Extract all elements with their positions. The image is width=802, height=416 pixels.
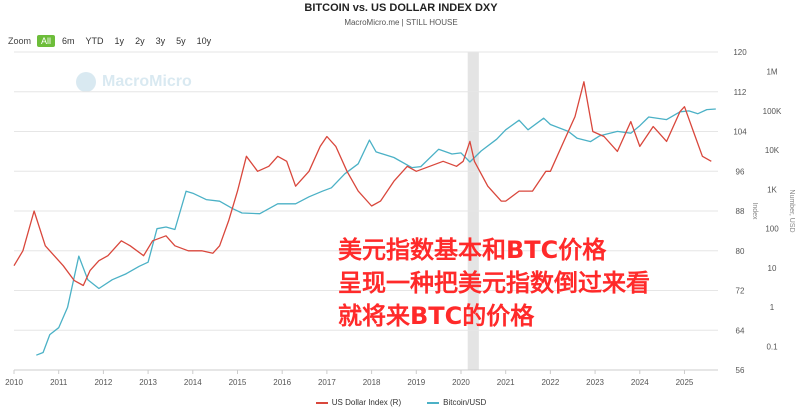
x-tick-label: 2012 (94, 378, 112, 387)
y-right-tick-label: 1K (767, 185, 777, 194)
x-tick-label: 2024 (631, 378, 649, 387)
zoom-10y-button[interactable]: 10y (196, 36, 212, 46)
x-tick-label: 2023 (586, 378, 604, 387)
y-left-axis-label: Index (751, 202, 758, 220)
zoom-6m-button[interactable]: 6m (62, 36, 75, 46)
overlay-line-1: 美元指数基本和BTC价格 (338, 236, 607, 264)
y-right-tick-label: 1M (766, 68, 777, 77)
y-left-tick-label: 88 (736, 207, 745, 216)
y-right-tick-label: 1 (770, 303, 775, 312)
overlay-annotation: 美元指数基本和BTC价格 呈现一种把美元指数倒过来看 就将来BTC的价格 (338, 234, 650, 333)
y-right-tick-label: 10 (768, 264, 777, 273)
chart-title: BITCOIN vs. US DOLLAR INDEX DXY (304, 2, 498, 14)
y-left-tick-label: 72 (736, 287, 745, 296)
x-tick-label: 2018 (363, 378, 381, 387)
legend-label-dxy: US Dollar Index (R) (331, 398, 402, 407)
legend-swatch-btc (427, 401, 440, 404)
series-line-bitcoin[interactable] (36, 108, 716, 356)
zoom-bar: Zoom All 6m YTD 1y 2y 3y 5y 10y (8, 35, 218, 47)
x-tick-label: 2011 (50, 378, 68, 387)
x-tick-label: 2015 (229, 378, 247, 387)
watermark: MacroMicro (76, 72, 192, 92)
zoom-all-button[interactable]: All (37, 35, 56, 47)
legend-label-btc: Bitcoin/USD (443, 398, 487, 407)
legend-item-dxy[interactable]: US Dollar Index (R) (315, 398, 402, 407)
y-left-tick-label: 96 (736, 167, 745, 176)
y-right-tick-label: 100 (765, 225, 779, 234)
x-tick-label: 2010 (5, 378, 23, 387)
y-right-tick-label: 100K (763, 107, 782, 116)
series-line-dxy[interactable] (13, 81, 712, 287)
watermark-text: MacroMicro (102, 73, 192, 90)
zoom-2y-button[interactable]: 2y (135, 36, 145, 46)
overlay-line-2: 呈现一种把美元指数倒过来看 (338, 269, 650, 297)
y-left-tick-label: 64 (736, 326, 745, 335)
zoom-5y-button[interactable]: 5y (176, 36, 186, 46)
legend-item-btc[interactable]: Bitcoin/USD (427, 398, 486, 407)
legend-swatch-dxy (315, 401, 328, 404)
y-left-tick-label: 120 (733, 48, 747, 57)
overlay-line-3: 就将来BTC的价格 (338, 302, 535, 330)
y-left-tick-label: 112 (734, 88, 747, 97)
macromicro-logo-icon (76, 72, 96, 92)
zoom-ytd-button[interactable]: YTD (85, 36, 104, 46)
x-tick-label: 2017 (318, 378, 336, 387)
x-tick-label: 2025 (676, 378, 694, 387)
y-left-tick-label: 80 (736, 247, 745, 256)
x-tick-label: 2020 (452, 378, 470, 387)
x-tick-label: 2013 (139, 378, 157, 387)
x-tick-label: 2022 (541, 378, 559, 387)
zoom-1y-button[interactable]: 1y (114, 36, 125, 46)
x-tick-label: 2014 (184, 378, 202, 387)
y-left-tick-label: 56 (736, 366, 745, 375)
y-right-axis-label: Number, USD (788, 189, 795, 232)
x-tick-label: 2021 (497, 378, 515, 387)
y-right-tick-label: 0.1 (766, 342, 778, 351)
y-right-tick-label: 10K (765, 146, 780, 155)
legend: US Dollar Index (R) Bitcoin/USD (0, 398, 802, 407)
zoom-label: Zoom (8, 36, 32, 46)
zoom-3y-button[interactable]: 3y (155, 36, 166, 46)
x-tick-label: 2019 (407, 378, 425, 387)
y-left-tick-label: 104 (733, 128, 747, 137)
chart-subtitle: MacroMicro.me | STILL HOUSE (344, 18, 458, 27)
x-tick-label: 2016 (273, 378, 291, 387)
